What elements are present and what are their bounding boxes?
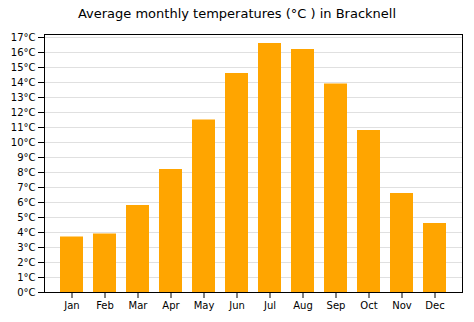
svg-text:Jul: Jul (263, 300, 276, 311)
svg-text:15°C: 15°C (11, 62, 36, 73)
svg-text:3°C: 3°C (17, 242, 35, 253)
svg-text:13°C: 13°C (11, 92, 36, 103)
svg-text:Sep: Sep (327, 300, 346, 311)
svg-text:Jan: Jan (63, 300, 79, 311)
svg-text:Jun: Jun (228, 300, 245, 311)
svg-text:2°C: 2°C (17, 257, 35, 268)
svg-text:14°C: 14°C (11, 77, 36, 88)
svg-text:Mar: Mar (129, 300, 149, 311)
svg-text:12°C: 12°C (11, 107, 36, 118)
svg-text:Dec: Dec (425, 300, 444, 311)
svg-text:5°C: 5°C (17, 212, 35, 223)
svg-text:7°C: 7°C (17, 182, 35, 193)
svg-text:16°C: 16°C (11, 47, 36, 58)
svg-text:Oct: Oct (360, 300, 377, 311)
svg-text:Feb: Feb (96, 300, 114, 311)
svg-text:4°C: 4°C (17, 227, 35, 238)
svg-text:Apr: Apr (162, 300, 180, 311)
html-text:Average monthly temperatures (: Average monthly temperatures (°C ) in Br… (77, 6, 396, 21)
svg-text:6°C: 6°C (17, 197, 35, 208)
svg-text:0°C: 0°C (17, 287, 35, 298)
svg-text:1°C: 1°C (17, 272, 35, 283)
svg-text:8°C: 8°C (17, 167, 35, 178)
svg-text:11°C: 11°C (11, 122, 36, 133)
svg-text:10°C: 10°C (11, 137, 36, 148)
svg-text:9°C: 9°C (17, 152, 35, 163)
svg-text:17°C: 17°C (11, 32, 36, 43)
svg-text:Nov: Nov (392, 300, 412, 311)
svg-text:Aug: Aug (293, 300, 313, 311)
svg-text:May: May (194, 300, 215, 311)
